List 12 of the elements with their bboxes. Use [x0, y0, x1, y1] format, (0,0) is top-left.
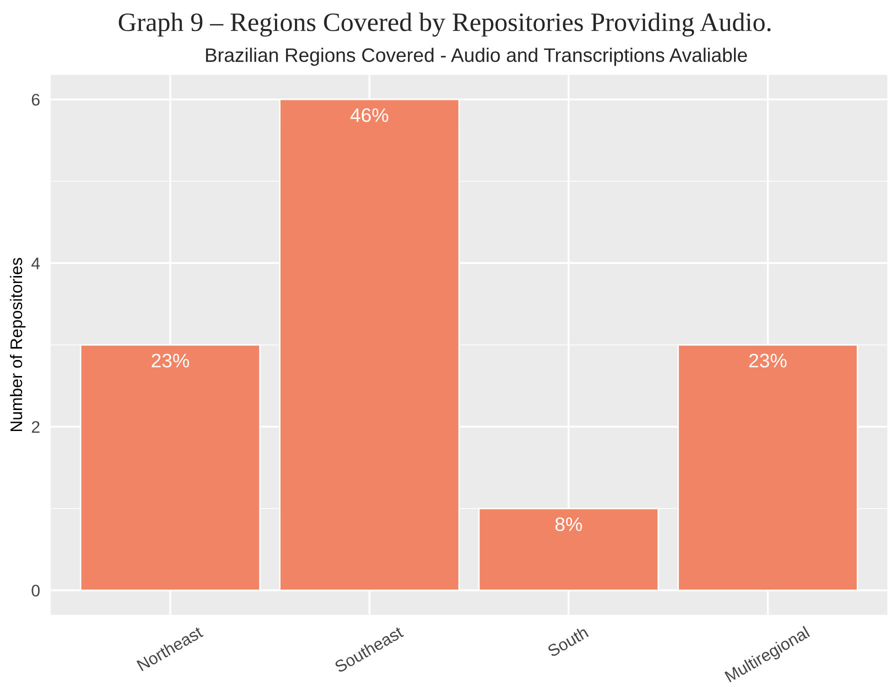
- chart-subtitle: Brazilian Regions Covered - Audio and Transcriptions Avaliable: [206, 48, 747, 66]
- annotation: 8%: [555, 517, 582, 532]
- y-axis-title: Number of Repositories: [10, 258, 26, 432]
- y-tick-label: 4: [31, 258, 40, 270]
- y-tick-label: 6: [32, 94, 40, 106]
- y-tick-label: 0: [32, 584, 40, 597]
- annotation: 23%: [152, 354, 190, 368]
- annotation: 46%: [350, 108, 388, 122]
- y-tick-label: 2: [32, 421, 40, 433]
- chart-title: Graph 9 – Regions Covered by Repositories Providing Audio.: [118, 12, 771, 37]
- annotation: 23%: [749, 354, 787, 368]
- x-tick-label: South: [546, 626, 589, 658]
